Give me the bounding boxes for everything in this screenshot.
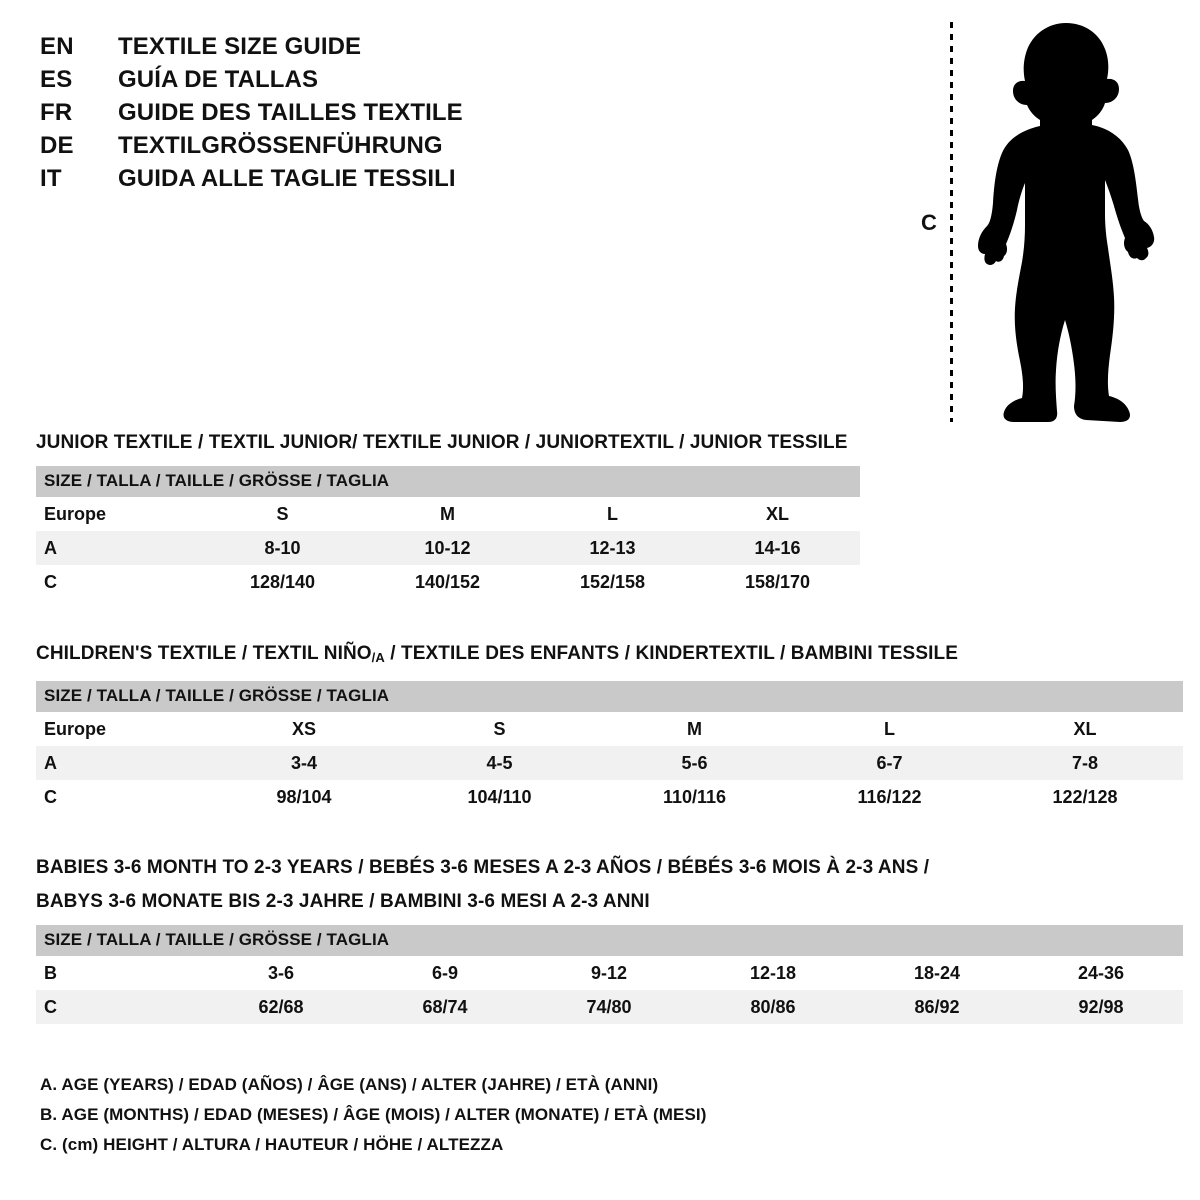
table-row: C 98/104 104/110 110/116 116/122 122/128 xyxy=(36,780,1183,814)
junior-cell-a-l: 12-13 xyxy=(530,531,695,565)
children-size-bar-label: SIZE / TALLA / TAILLE / GRÖSSE / TAGLIA xyxy=(36,681,1183,712)
children-section-title: CHILDREN'S TEXTILE / TEXTIL NIÑO/A / TEX… xyxy=(36,641,1183,671)
babies-cell-c-1: 62/68 xyxy=(199,990,363,1024)
children-size-table: SIZE / TALLA / TAILLE / GRÖSSE / TAGLIA … xyxy=(36,681,1183,814)
children-title-pre: CHILDREN'S TEXTILE / TEXTIL NIÑO xyxy=(36,643,372,664)
children-row-label-c: C xyxy=(36,780,206,814)
babies-cell-b-2: 6-9 xyxy=(363,956,527,990)
legend-block: A. AGE (YEARS) / EDAD (AÑOS) / ÂGE (ANS)… xyxy=(40,1070,1040,1160)
children-cell-a-m: 5-6 xyxy=(597,746,792,780)
language-text-it: GUIDA ALLE TAGLIE TESSILI xyxy=(118,165,456,192)
junior-table-header-bar: SIZE / TALLA / TAILLE / GRÖSSE / TAGLIA xyxy=(36,466,861,497)
babies-cell-b-3: 9-12 xyxy=(527,956,691,990)
language-row-es: ES GUÍA DE TALLAS xyxy=(40,63,560,96)
table-row: A 3-4 4-5 5-6 6-7 7-8 xyxy=(36,746,1183,780)
language-text-en: TEXTILE SIZE GUIDE xyxy=(118,33,362,60)
legend-line-a: A. AGE (YEARS) / EDAD (AÑOS) / ÂGE (ANS)… xyxy=(40,1075,659,1094)
children-cell-c-l: 116/122 xyxy=(792,780,987,814)
children-cell-a-xs: 3-4 xyxy=(206,746,402,780)
language-text-de: TEXTILGRÖSSENFÜHRUNG xyxy=(118,132,443,159)
babies-table-header-bar: SIZE / TALLA / TAILLE / GRÖSSE / TAGLIA xyxy=(36,925,1184,956)
babies-section-title-line2: BABYS 3-6 MONATE BIS 2-3 JAHRE / BAMBINI… xyxy=(36,891,650,912)
language-row-it: IT GUIDA ALLE TAGLIE TESSILI xyxy=(40,162,560,195)
children-cell-europe-xl: XL xyxy=(987,712,1183,746)
junior-section-title: JUNIOR TEXTILE / TEXTIL JUNIOR/ TEXTILE … xyxy=(36,432,848,453)
table-row: C 128/140 140/152 152/158 158/170 xyxy=(36,565,861,599)
children-cell-a-l: 6-7 xyxy=(792,746,987,780)
language-code-fr: FR xyxy=(40,99,73,126)
children-row-label-a: A xyxy=(36,746,206,780)
height-measure-figure: C xyxy=(900,12,1190,432)
children-cell-c-xl: 122/128 xyxy=(987,780,1183,814)
junior-cell-c-s: 128/140 xyxy=(200,565,365,599)
babies-size-bar-label: SIZE / TALLA / TAILLE / GRÖSSE / TAGLIA xyxy=(36,925,1184,956)
babies-cell-b-5: 18-24 xyxy=(855,956,1019,990)
children-cell-c-m: 110/116 xyxy=(597,780,792,814)
height-measure-label: C xyxy=(921,210,937,235)
table-row: Europe S M L XL xyxy=(36,497,861,531)
babies-cell-c-3: 74/80 xyxy=(527,990,691,1024)
table-row: C 62/68 68/74 74/80 80/86 86/92 92/98 xyxy=(36,990,1184,1024)
height-dashed-line xyxy=(950,22,953,422)
children-cell-europe-m: M xyxy=(597,712,792,746)
table-row: A 8-10 10-12 12-13 14-16 xyxy=(36,531,861,565)
section-junior-textile: JUNIOR TEXTILE / TEXTIL JUNIOR/ TEXTILE … xyxy=(36,430,861,599)
children-title-sub: /A xyxy=(371,650,385,665)
language-code-es: ES xyxy=(40,66,73,93)
legend-line-c: C. (cm) HEIGHT / ALTURA / HAUTEUR / HÖHE… xyxy=(40,1135,504,1154)
children-table-header-bar: SIZE / TALLA / TAILLE / GRÖSSE / TAGLIA xyxy=(36,681,1183,712)
language-code-de: DE xyxy=(40,132,74,159)
language-row-de: DE TEXTILGRÖSSENFÜHRUNG xyxy=(40,129,560,162)
children-title-post: / TEXTILE DES ENFANTS / KINDERTEXTIL / B… xyxy=(384,643,958,664)
babies-cell-b-4: 12-18 xyxy=(691,956,855,990)
language-header-block: EN TEXTILE SIZE GUIDE ES GUÍA DE TALLAS … xyxy=(40,30,560,195)
language-code-en: EN xyxy=(40,33,74,60)
babies-size-table: SIZE / TALLA / TAILLE / GRÖSSE / TAGLIA … xyxy=(36,925,1184,1024)
babies-section-title-line1: BABIES 3-6 MONTH TO 2-3 YEARS / BEBÉS 3-… xyxy=(36,857,930,878)
babies-cell-c-6: 92/98 xyxy=(1019,990,1184,1024)
junior-cell-a-s: 8-10 xyxy=(200,531,365,565)
children-cell-europe-s: S xyxy=(402,712,597,746)
children-row-label-europe: Europe xyxy=(36,712,206,746)
legend-line-b: B. AGE (MONTHS) / EDAD (MESES) / ÂGE (MO… xyxy=(40,1105,707,1124)
junior-row-label-c: C xyxy=(36,565,200,599)
section-children-textile: CHILDREN'S TEXTILE / TEXTIL NIÑO/A / TEX… xyxy=(36,641,1183,814)
children-cell-europe-xs: XS xyxy=(206,712,402,746)
junior-cell-a-xl: 14-16 xyxy=(695,531,861,565)
table-row: B 3-6 6-9 9-12 12-18 18-24 24-36 xyxy=(36,956,1184,990)
babies-cell-c-2: 68/74 xyxy=(363,990,527,1024)
children-cell-c-s: 104/110 xyxy=(402,780,597,814)
junior-cell-europe-s: S xyxy=(200,497,365,531)
junior-cell-a-m: 10-12 xyxy=(365,531,530,565)
babies-cell-c-4: 80/86 xyxy=(691,990,855,1024)
junior-cell-europe-l: L xyxy=(530,497,695,531)
junior-size-bar-label: SIZE / TALLA / TAILLE / GRÖSSE / TAGLIA xyxy=(36,466,861,497)
children-cell-europe-l: L xyxy=(792,712,987,746)
children-cell-a-xl: 7-8 xyxy=(987,746,1183,780)
children-cell-a-s: 4-5 xyxy=(402,746,597,780)
babies-cell-b-1: 3-6 xyxy=(199,956,363,990)
language-row-fr: FR GUIDE DES TAILLES TEXTILE xyxy=(40,96,560,129)
table-row: Europe XS S M L XL xyxy=(36,712,1183,746)
section-babies-textile: BABIES 3-6 MONTH TO 2-3 YEARS / BEBÉS 3-… xyxy=(36,855,1184,1024)
language-text-es: GUÍA DE TALLAS xyxy=(118,66,319,93)
language-code-it: IT xyxy=(40,165,62,192)
language-row-en: EN TEXTILE SIZE GUIDE xyxy=(40,30,560,63)
babies-cell-b-6: 24-36 xyxy=(1019,956,1184,990)
babies-row-label-b: B xyxy=(36,956,199,990)
babies-row-label-c: C xyxy=(36,990,199,1024)
toddler-silhouette-icon xyxy=(978,23,1155,422)
junior-cell-europe-m: M xyxy=(365,497,530,531)
babies-cell-c-5: 86/92 xyxy=(855,990,1019,1024)
junior-cell-c-l: 152/158 xyxy=(530,565,695,599)
children-cell-c-xs: 98/104 xyxy=(206,780,402,814)
junior-size-table: SIZE / TALLA / TAILLE / GRÖSSE / TAGLIA … xyxy=(36,466,861,599)
language-text-fr: GUIDE DES TAILLES TEXTILE xyxy=(118,99,463,126)
junior-row-label-europe: Europe xyxy=(36,497,200,531)
junior-cell-c-m: 140/152 xyxy=(365,565,530,599)
junior-row-label-a: A xyxy=(36,531,200,565)
junior-cell-europe-xl: XL xyxy=(695,497,861,531)
junior-cell-c-xl: 158/170 xyxy=(695,565,861,599)
